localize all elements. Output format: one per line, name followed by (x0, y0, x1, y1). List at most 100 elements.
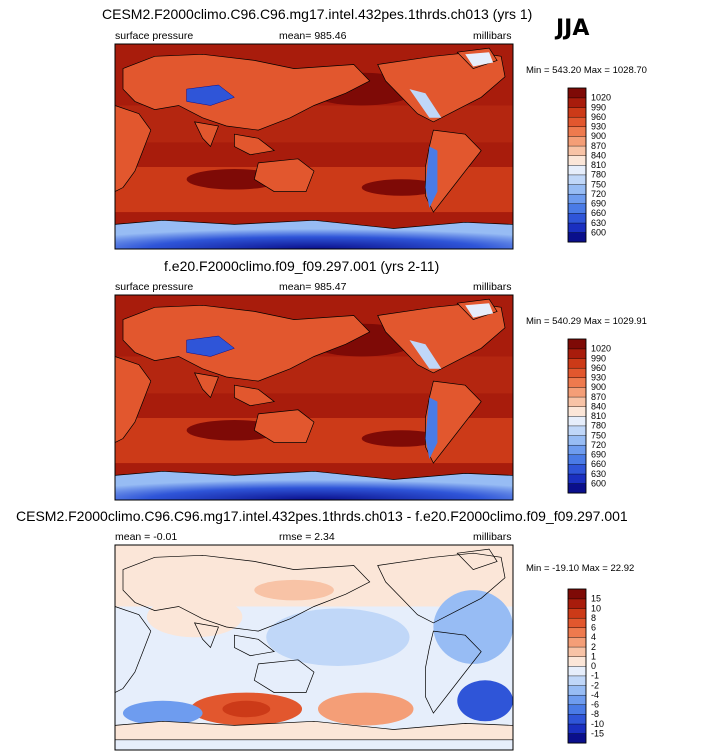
map-frame (114, 43, 514, 250)
colorbar-tick-label: 690 (591, 199, 606, 209)
colorbar-tick-label: 720 (591, 189, 606, 199)
colorbar-tick-label: 750 (591, 179, 606, 189)
colorbar-1: 6006306606907207507808108408709009309609… (567, 87, 611, 243)
colorbar-tick-label: 690 (591, 450, 606, 460)
colorbar-swatch (567, 473, 587, 484)
map-diff-spac-pos (317, 692, 414, 726)
colorbar-tick-label: 1020 (591, 344, 611, 354)
map-antarctica (114, 470, 514, 501)
colorbar-swatch (567, 694, 587, 706)
colorbar-swatch (567, 636, 587, 648)
colorbar-swatch (567, 463, 587, 475)
map-coast-eurasia (122, 554, 371, 632)
colorbar-swatch (567, 222, 587, 233)
map-andes (425, 397, 438, 459)
map-land-eurasia (122, 304, 371, 382)
panel-2-minmax: Min = 540.29 Max = 1029.91 (526, 316, 647, 327)
colorbar-tick-label: -8 (591, 709, 599, 719)
colorbar-swatch (567, 598, 587, 609)
colorbar-swatch (567, 656, 587, 667)
map-coast-africa (114, 606, 152, 694)
colorbar-swatch (567, 87, 587, 99)
colorbar-tick-label: 6 (591, 623, 596, 633)
panel-2-title: f.e20.F2000climo.f09_f09.297.001 (yrs 2-… (164, 258, 440, 274)
colorbar-swatch (567, 665, 587, 677)
map-rockies (409, 89, 442, 118)
map-coast-antarctica (114, 720, 514, 741)
colorbar-tick-label: 660 (591, 208, 606, 218)
panel-3-rmse: rmse = 2.34 (279, 531, 335, 543)
colorbar-swatch (567, 193, 587, 205)
map-greenland-ice (465, 52, 494, 67)
map-coast-australia (253, 659, 315, 693)
colorbar-swatch (567, 675, 587, 686)
colorbar-tick-label: 990 (591, 102, 606, 112)
map-land-samerica (425, 380, 482, 464)
colorbar-swatch (567, 126, 587, 137)
map-land-australia (253, 409, 315, 443)
colorbar-tick-label: 600 (591, 478, 606, 488)
colorbar-tick-label: -6 (591, 700, 599, 710)
colorbar-tick-label: 840 (591, 150, 606, 160)
map-land-seasia (234, 384, 276, 407)
map-andes (425, 146, 438, 208)
season-label: JJA (556, 16, 590, 41)
colorbar-tick-label: 900 (591, 131, 606, 141)
panel-3-minmax: Min = -19.10 Max = 22.92 (526, 563, 635, 574)
colorbar-tick-label: 1020 (591, 93, 611, 103)
map-frame (114, 294, 514, 501)
colorbar-swatch (567, 232, 587, 243)
colorbar-swatch (567, 713, 587, 725)
colorbar-swatch (567, 367, 587, 379)
map-land-india (193, 121, 219, 148)
map-frame (114, 544, 514, 751)
map-land-eurasia (122, 53, 371, 131)
colorbar-swatch (567, 608, 587, 619)
colorbar-tick-label: 15 (591, 594, 601, 604)
colorbar-tick-label: 780 (591, 170, 606, 180)
colorbar-swatch (567, 348, 587, 359)
panel-1-units: millibars (473, 30, 512, 42)
colorbar-tick-label: 780 (591, 421, 606, 431)
colorbar-tick-label: 870 (591, 392, 606, 402)
map-rockies (409, 340, 442, 369)
map-tibet (186, 84, 235, 106)
colorbar-tick-label: 630 (591, 218, 606, 228)
map-diff-pacific (266, 608, 410, 666)
map-greenland-ice (465, 303, 494, 318)
colorbar-tick-label: -1 (591, 671, 599, 681)
map-diff-satl-neg (122, 700, 203, 726)
map-coast-samerica (425, 630, 482, 714)
colorbar-tick-label: 990 (591, 353, 606, 363)
map-high-spac (361, 430, 442, 447)
map-diff-sam-neg (457, 680, 513, 722)
colorbar-swatch (567, 155, 587, 166)
colorbar-tick-label: -10 (591, 719, 604, 729)
colorbar-swatch (567, 435, 587, 446)
map-diff-npac-pos (254, 579, 334, 601)
colorbar-tick-label: 750 (591, 430, 606, 440)
map-land-africa (114, 105, 152, 193)
colorbar-swatch (567, 97, 587, 108)
colorbar-tick-label: 4 (591, 632, 596, 642)
colorbar-swatch (567, 203, 587, 214)
colorbar-swatch (567, 338, 587, 350)
colorbar-tick-label: 10 (591, 603, 601, 613)
colorbar-swatch (567, 685, 587, 696)
colorbar-tick-label: 1 (591, 651, 596, 661)
colorbar-tick-label: 630 (591, 469, 606, 479)
map-tibet (186, 335, 235, 357)
colorbar-2: 6006306606907207507808108408709009309609… (567, 338, 611, 494)
colorbar-frame (567, 87, 587, 243)
colorbar-swatch (567, 135, 587, 147)
colorbar-swatch (567, 617, 587, 629)
map-panel-3 (114, 544, 514, 751)
map-diff-indian (146, 596, 243, 638)
colorbar-swatch (567, 116, 587, 128)
colorbar-tick-label: 840 (591, 401, 606, 411)
map-land-africa (114, 356, 152, 444)
colorbar-swatch (567, 627, 587, 638)
map-coast-india (193, 622, 219, 649)
